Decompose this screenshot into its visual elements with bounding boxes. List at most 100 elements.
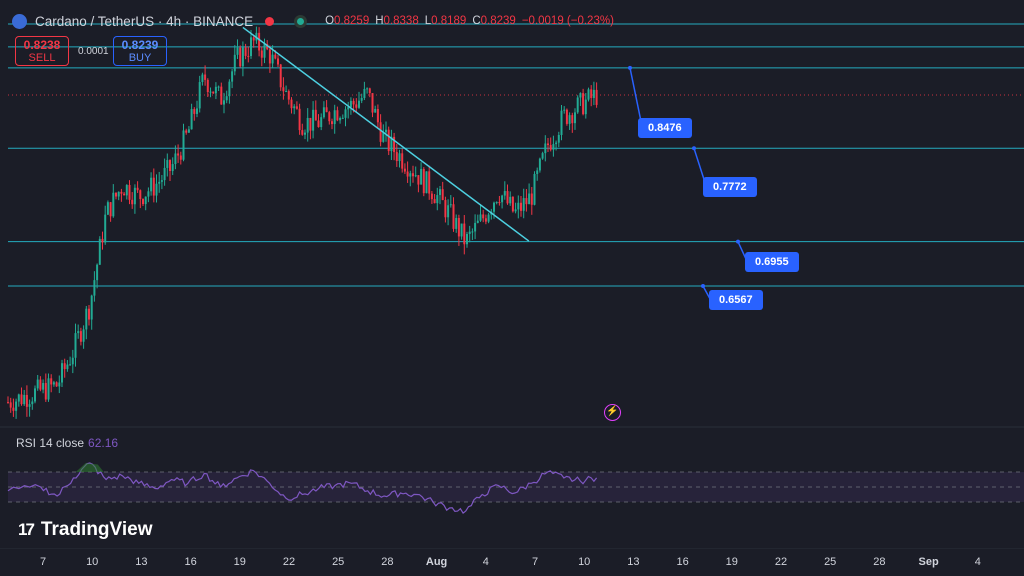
lightning-icon[interactable]: ⚡ bbox=[604, 404, 621, 421]
candle-body bbox=[476, 220, 479, 223]
candle-body bbox=[241, 47, 244, 67]
candle-body bbox=[131, 199, 134, 205]
candle-body bbox=[463, 223, 466, 245]
candle-body bbox=[263, 44, 266, 58]
candle-body bbox=[260, 50, 263, 58]
candle-body bbox=[538, 158, 541, 171]
sell-label: SELL bbox=[28, 52, 56, 64]
candle-body bbox=[231, 71, 234, 82]
candle-body bbox=[555, 142, 558, 145]
candle-body bbox=[452, 204, 455, 229]
candle-body bbox=[466, 233, 468, 245]
candle-body bbox=[395, 152, 398, 162]
candle-body bbox=[201, 74, 204, 83]
candle-body bbox=[347, 107, 350, 110]
tradingview-wordmark: TradingView bbox=[40, 519, 153, 540]
ohlc-readout: O0.8259 H0.8338 L0.8189 C0.8239 −0.0019 … bbox=[325, 15, 614, 27]
candle-body bbox=[20, 394, 23, 405]
candle-body bbox=[544, 143, 547, 154]
rsi-name: RSI 14 close bbox=[16, 436, 85, 450]
candle-body bbox=[360, 97, 363, 101]
tradingview-logo[interactable]: 17 TradingView bbox=[18, 519, 153, 541]
x-tick-label: 7 bbox=[531, 556, 539, 568]
candle-body bbox=[447, 205, 450, 218]
candle-body bbox=[525, 198, 528, 205]
rsi-value: 62.16 bbox=[88, 436, 119, 450]
candle-body bbox=[7, 402, 9, 404]
candle-body bbox=[293, 106, 296, 109]
ohlc-high-value: 0.8338 bbox=[383, 15, 419, 27]
trendline-layer[interactable] bbox=[242, 26, 530, 242]
buy-button[interactable]: 0.8239 BUY bbox=[113, 36, 167, 66]
candle-body bbox=[212, 91, 215, 94]
candle-body bbox=[171, 164, 174, 172]
time-axis[interactable] bbox=[0, 549, 1024, 576]
candle-body bbox=[417, 175, 420, 185]
candle-body bbox=[123, 193, 126, 196]
candle-body bbox=[409, 173, 412, 177]
candle-body bbox=[595, 89, 598, 105]
candle-body bbox=[320, 117, 323, 128]
x-tick-label: 22 bbox=[282, 556, 296, 568]
x-tick-label: 28 bbox=[381, 556, 394, 568]
candle-body bbox=[587, 89, 590, 100]
x-tick-label: 16 bbox=[184, 556, 197, 568]
candle-body bbox=[522, 198, 525, 211]
x-tick-label: 13 bbox=[627, 556, 640, 568]
candle-body bbox=[85, 308, 88, 330]
level-callout-1[interactable]: 0.7772 bbox=[703, 177, 757, 197]
candle-body bbox=[104, 214, 107, 243]
level-callout-2[interactable]: 0.6955 bbox=[745, 252, 799, 272]
candle-body bbox=[374, 108, 377, 113]
horizontal-levels[interactable] bbox=[8, 23, 1024, 309]
candle-body bbox=[398, 153, 401, 162]
candle-body bbox=[225, 96, 228, 101]
rsi-line bbox=[7, 462, 598, 514]
candle-body bbox=[382, 132, 385, 142]
candle-body bbox=[474, 222, 477, 232]
candle-body bbox=[198, 82, 201, 109]
candle-body bbox=[565, 109, 568, 124]
candle-body bbox=[439, 189, 441, 196]
sell-button[interactable]: 0.8238 SELL bbox=[15, 36, 69, 66]
candle-body bbox=[144, 196, 147, 205]
candle-body bbox=[428, 171, 431, 194]
candle-body bbox=[34, 388, 36, 402]
candle-body bbox=[422, 168, 425, 194]
x-tick-label: 10 bbox=[86, 556, 99, 568]
candle-body bbox=[96, 264, 99, 281]
candle-body bbox=[406, 171, 409, 177]
candle-body bbox=[244, 47, 247, 56]
candle-body bbox=[430, 193, 433, 200]
candle-body bbox=[484, 218, 487, 222]
candle-body bbox=[52, 382, 55, 385]
candle-body bbox=[17, 394, 20, 402]
candle-body bbox=[403, 168, 406, 172]
candle-body bbox=[71, 357, 74, 365]
candle-body bbox=[220, 86, 223, 105]
candle-body bbox=[206, 79, 209, 93]
candle-body bbox=[252, 37, 255, 41]
candle-body bbox=[82, 329, 85, 342]
rsi-legend[interactable]: RSI 14 close 62.16 bbox=[16, 436, 118, 450]
level-callout-0[interactable]: 0.8476 bbox=[638, 118, 692, 138]
candle-body bbox=[50, 378, 53, 385]
candle-body bbox=[563, 109, 566, 111]
candle-body bbox=[139, 190, 142, 199]
candle-body bbox=[414, 175, 417, 177]
ohlc-open-value: 0.8259 bbox=[334, 15, 370, 27]
candle-body bbox=[79, 331, 82, 342]
callout-anchor-1 bbox=[692, 146, 696, 151]
candle-body bbox=[287, 91, 290, 100]
ohlc-low-key: L bbox=[424, 15, 432, 27]
symbol-title[interactable]: Cardano / TetherUS · 4h · BINANCE bbox=[35, 13, 254, 29]
candle-body bbox=[390, 136, 393, 152]
candle-body bbox=[368, 88, 371, 94]
candle-body bbox=[147, 191, 150, 197]
candle-body bbox=[541, 153, 544, 159]
candle-body bbox=[12, 407, 15, 411]
callout-anchor-2 bbox=[736, 239, 740, 244]
level-callout-3[interactable]: 0.6567 bbox=[709, 290, 763, 310]
candle-body bbox=[74, 333, 77, 358]
